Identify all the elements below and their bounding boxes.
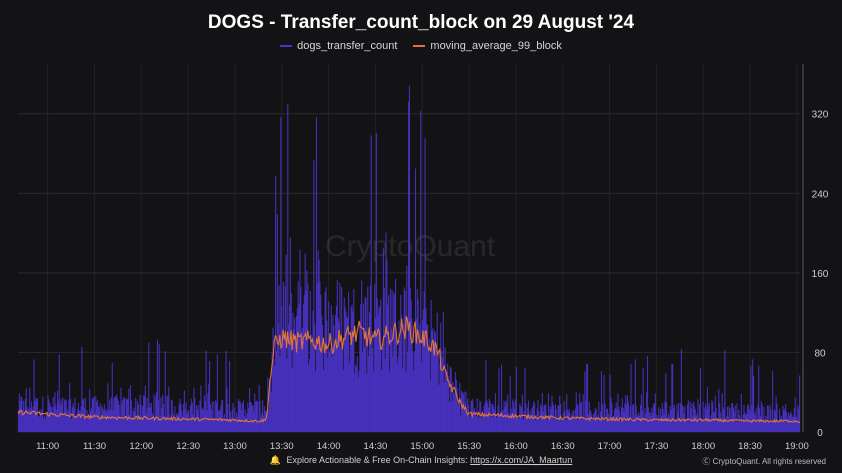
x-tick-label: 16:30 bbox=[551, 441, 575, 452]
series-dogs-transfer-count bbox=[17, 85, 801, 432]
y-tick-label: 0 bbox=[817, 428, 823, 439]
legend-label-moving-average: moving_average_99_block bbox=[430, 40, 562, 52]
x-tick-label: 11:00 bbox=[36, 441, 59, 452]
x-tick-label: 18:00 bbox=[691, 441, 715, 452]
watermark-text: CryptoQuant bbox=[325, 230, 496, 263]
copyright-icon: Ⓒ bbox=[702, 457, 711, 466]
x-tick-label: 15:30 bbox=[457, 441, 481, 452]
x-tick-label: 12:30 bbox=[176, 441, 200, 452]
series-moving-average bbox=[17, 316, 801, 424]
footer-text: Explore Actionable & Free On-Chain Insig… bbox=[286, 455, 468, 465]
y-tick-label: 240 bbox=[812, 189, 829, 200]
x-tick-label: 15:00 bbox=[410, 441, 434, 452]
footer-link[interactable]: https://x.com/JA_Maartun bbox=[470, 455, 573, 465]
x-tick-label: 17:30 bbox=[645, 441, 669, 452]
legend-swatch-transfer-count bbox=[280, 45, 293, 47]
legend-item-transfer-count[interactable]: dogs_transfer_count bbox=[280, 40, 397, 52]
chart-title: DOGS - Transfer_count_block on 29 August… bbox=[207, 12, 635, 33]
y-tick-label: 160 bbox=[812, 269, 829, 280]
x-tick-label: 13:30 bbox=[270, 441, 294, 452]
copyright-text: CryptoQuant. All rights reserved bbox=[712, 457, 826, 466]
legend-item-moving-average[interactable]: moving_average_99_block bbox=[413, 40, 562, 52]
chart-legend: dogs_transfer_count moving_average_99_bl… bbox=[0, 40, 842, 52]
x-tick-label: 12:00 bbox=[129, 441, 153, 452]
copyright: Ⓒ CryptoQuant. All rights reserved bbox=[702, 456, 826, 467]
legend-label-transfer-count: dogs_transfer_count bbox=[297, 40, 398, 52]
x-tick-label: 16:00 bbox=[504, 441, 528, 452]
x-tick-label: 11:30 bbox=[83, 441, 106, 452]
moving-average-line bbox=[17, 316, 801, 424]
x-tick-label: 17:00 bbox=[598, 441, 622, 452]
x-tick-label: 18:30 bbox=[738, 441, 762, 452]
y-tick-label: 80 bbox=[814, 348, 826, 359]
axes: 0 80 160 240 320 11:00 11:30 12:00 12:30 13:00 13:… bbox=[36, 64, 829, 452]
x-tick-label: 14:00 bbox=[317, 441, 341, 452]
bell-icon: 🔔 bbox=[269, 455, 282, 465]
footer: 🔔 Explore Actionable & Free On-Chain Ins… bbox=[0, 455, 842, 466]
legend-swatch-moving-average bbox=[413, 45, 426, 47]
x-tick-label: 13:00 bbox=[223, 441, 247, 452]
x-tick-label: 19:00 bbox=[785, 441, 809, 452]
x-tick-label: 14:30 bbox=[364, 441, 388, 452]
y-tick-label: 320 bbox=[812, 110, 829, 121]
